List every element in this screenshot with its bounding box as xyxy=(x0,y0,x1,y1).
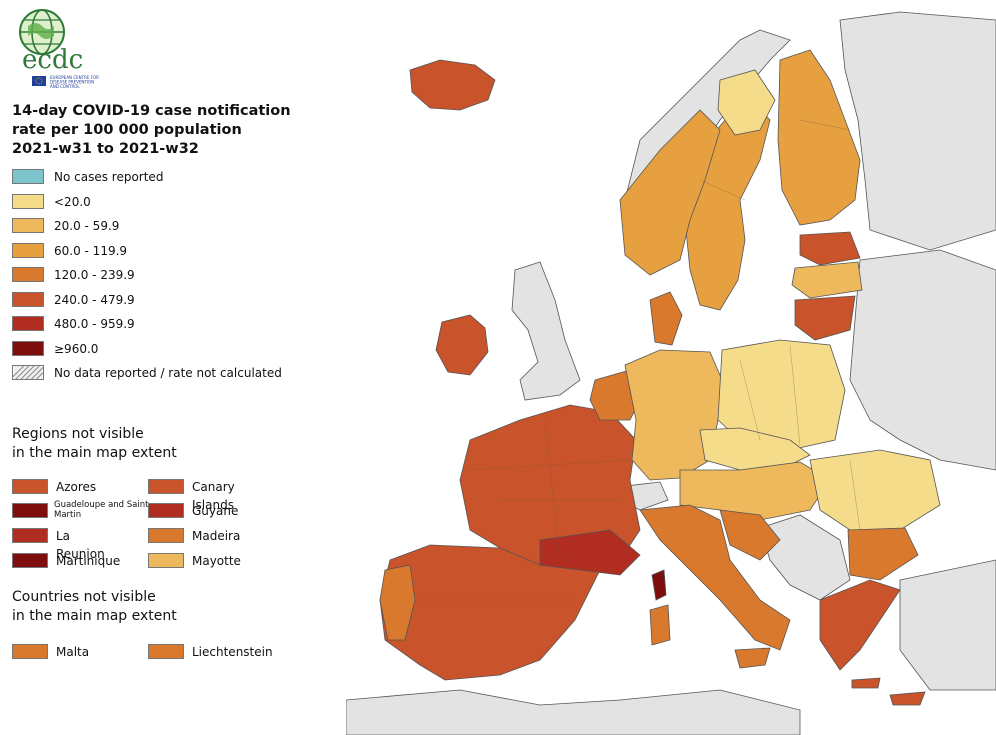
ecdc-logo: ecdc EUROPEAN CENTRE FOR DISEASE PREVENT… xyxy=(19,9,99,89)
region-label: Madeira xyxy=(192,529,241,543)
region-occitanie xyxy=(539,529,641,576)
country-norway-eu-part xyxy=(619,109,721,276)
region-swatch xyxy=(148,553,184,568)
countries-heading: Countries not visible in the main map ex… xyxy=(12,588,342,626)
region-sweden-north xyxy=(717,69,776,136)
legend-label: ≥960.0 xyxy=(54,341,99,356)
country-iceland xyxy=(409,59,496,111)
country-lithuania xyxy=(794,295,856,341)
logo-subtitle-3: AND CONTROL xyxy=(50,84,80,89)
eu-countries xyxy=(379,49,941,706)
region-label: Guyane xyxy=(192,504,239,518)
legend-label: 240.0 - 479.9 xyxy=(54,292,135,307)
region-label: Azores xyxy=(56,480,97,494)
land-russia-north xyxy=(839,11,996,251)
regions-heading: Regions not visible in the main map exte… xyxy=(12,425,342,463)
country-portugal xyxy=(379,564,416,641)
logo-wordmark: ecdc xyxy=(22,45,83,75)
countries-heading-line-1: Countries not visible xyxy=(12,589,156,605)
legend-swatch xyxy=(12,169,44,184)
legend-label: 20.0 - 59.9 xyxy=(54,219,120,233)
legend-label: 60.0 - 119.9 xyxy=(54,243,128,258)
legend-label: 120.0 - 239.9 xyxy=(54,268,135,282)
land-belarus-ukraine xyxy=(849,249,996,471)
country-france xyxy=(459,404,641,571)
region-swatch xyxy=(148,479,184,494)
country-poland xyxy=(717,339,846,451)
legend-swatch xyxy=(12,340,44,356)
region-label: La Reunion xyxy=(56,529,105,561)
country-label: Liechtenstein xyxy=(192,645,273,659)
country-latvia xyxy=(791,261,863,299)
country-romania xyxy=(809,449,941,531)
land-balkans xyxy=(759,514,851,601)
country-ireland xyxy=(435,314,489,376)
country-denmark xyxy=(649,291,683,346)
country-croatia-slovenia xyxy=(719,509,781,561)
eu-flag-icon xyxy=(32,76,46,86)
country-label: Malta xyxy=(56,645,90,659)
legend-panel: ecdc EUROPEAN CENTRE FOR DISEASE PREVENT… xyxy=(0,0,360,735)
legend-label: No cases reported xyxy=(54,170,164,184)
country-corsica xyxy=(651,569,667,601)
legend-swatch xyxy=(12,218,44,233)
non-eu-land xyxy=(346,11,996,735)
region-swatch xyxy=(12,553,48,568)
legend-swatch xyxy=(12,193,44,209)
region-label: Canary Islands xyxy=(192,480,235,512)
legend-swatch xyxy=(12,316,44,331)
globe-icon xyxy=(19,9,65,55)
regional-boundaries xyxy=(420,119,861,601)
country-bulgaria xyxy=(847,527,919,581)
legend-swatch xyxy=(12,267,44,282)
land-turkey xyxy=(899,559,996,691)
land-north-africa xyxy=(346,689,801,735)
legend-label: <20.0 xyxy=(54,194,91,209)
regions-heading-line-2: in the main map extent xyxy=(12,445,177,461)
regions-heading-line-1: Regions not visible xyxy=(12,426,144,442)
title-line-3: 2021-w31 to 2021-w32 xyxy=(12,141,199,157)
region-swatch xyxy=(148,503,184,518)
legend-swatch xyxy=(12,291,44,307)
logo-subtitle-1: EUROPEAN CENTRE FOR xyxy=(50,75,99,80)
region-swatch xyxy=(12,479,48,494)
country-estonia xyxy=(799,231,861,266)
country-swatch xyxy=(148,644,184,659)
country-italy xyxy=(639,504,791,651)
country-germany xyxy=(624,349,723,481)
country-greece xyxy=(819,579,901,671)
country-sardinia xyxy=(649,604,671,646)
country-finland xyxy=(777,49,861,226)
hatch-swatch xyxy=(12,365,44,380)
legend-label: No data reported / rate not calculated xyxy=(54,366,282,380)
country-crete xyxy=(851,677,881,689)
country-sicily xyxy=(734,647,771,669)
title-line-2: rate per 100 000 population xyxy=(12,122,242,138)
region-label: Guadeloupe and Saint Martin xyxy=(54,500,149,520)
title-line-1: 14-day COVID-19 case notification xyxy=(12,103,291,119)
region-swatch xyxy=(148,528,184,543)
logo-subtitle-2: DISEASE PREVENTION xyxy=(50,80,94,85)
map-title: 14-day COVID-19 case notification rate p… xyxy=(12,102,342,159)
region-label: Mayotte xyxy=(192,554,241,568)
europe-map xyxy=(346,0,996,735)
countries-heading-line-2: in the main map extent xyxy=(12,608,177,624)
country-swatch xyxy=(12,644,48,659)
land-uk xyxy=(511,261,581,401)
region-swatch xyxy=(12,503,48,518)
region-swatch xyxy=(12,528,48,543)
region-label: Martinique xyxy=(56,554,121,568)
legend-label: 480.0 - 959.9 xyxy=(54,317,135,331)
legend-swatch xyxy=(12,242,44,258)
country-cyprus xyxy=(889,691,926,706)
